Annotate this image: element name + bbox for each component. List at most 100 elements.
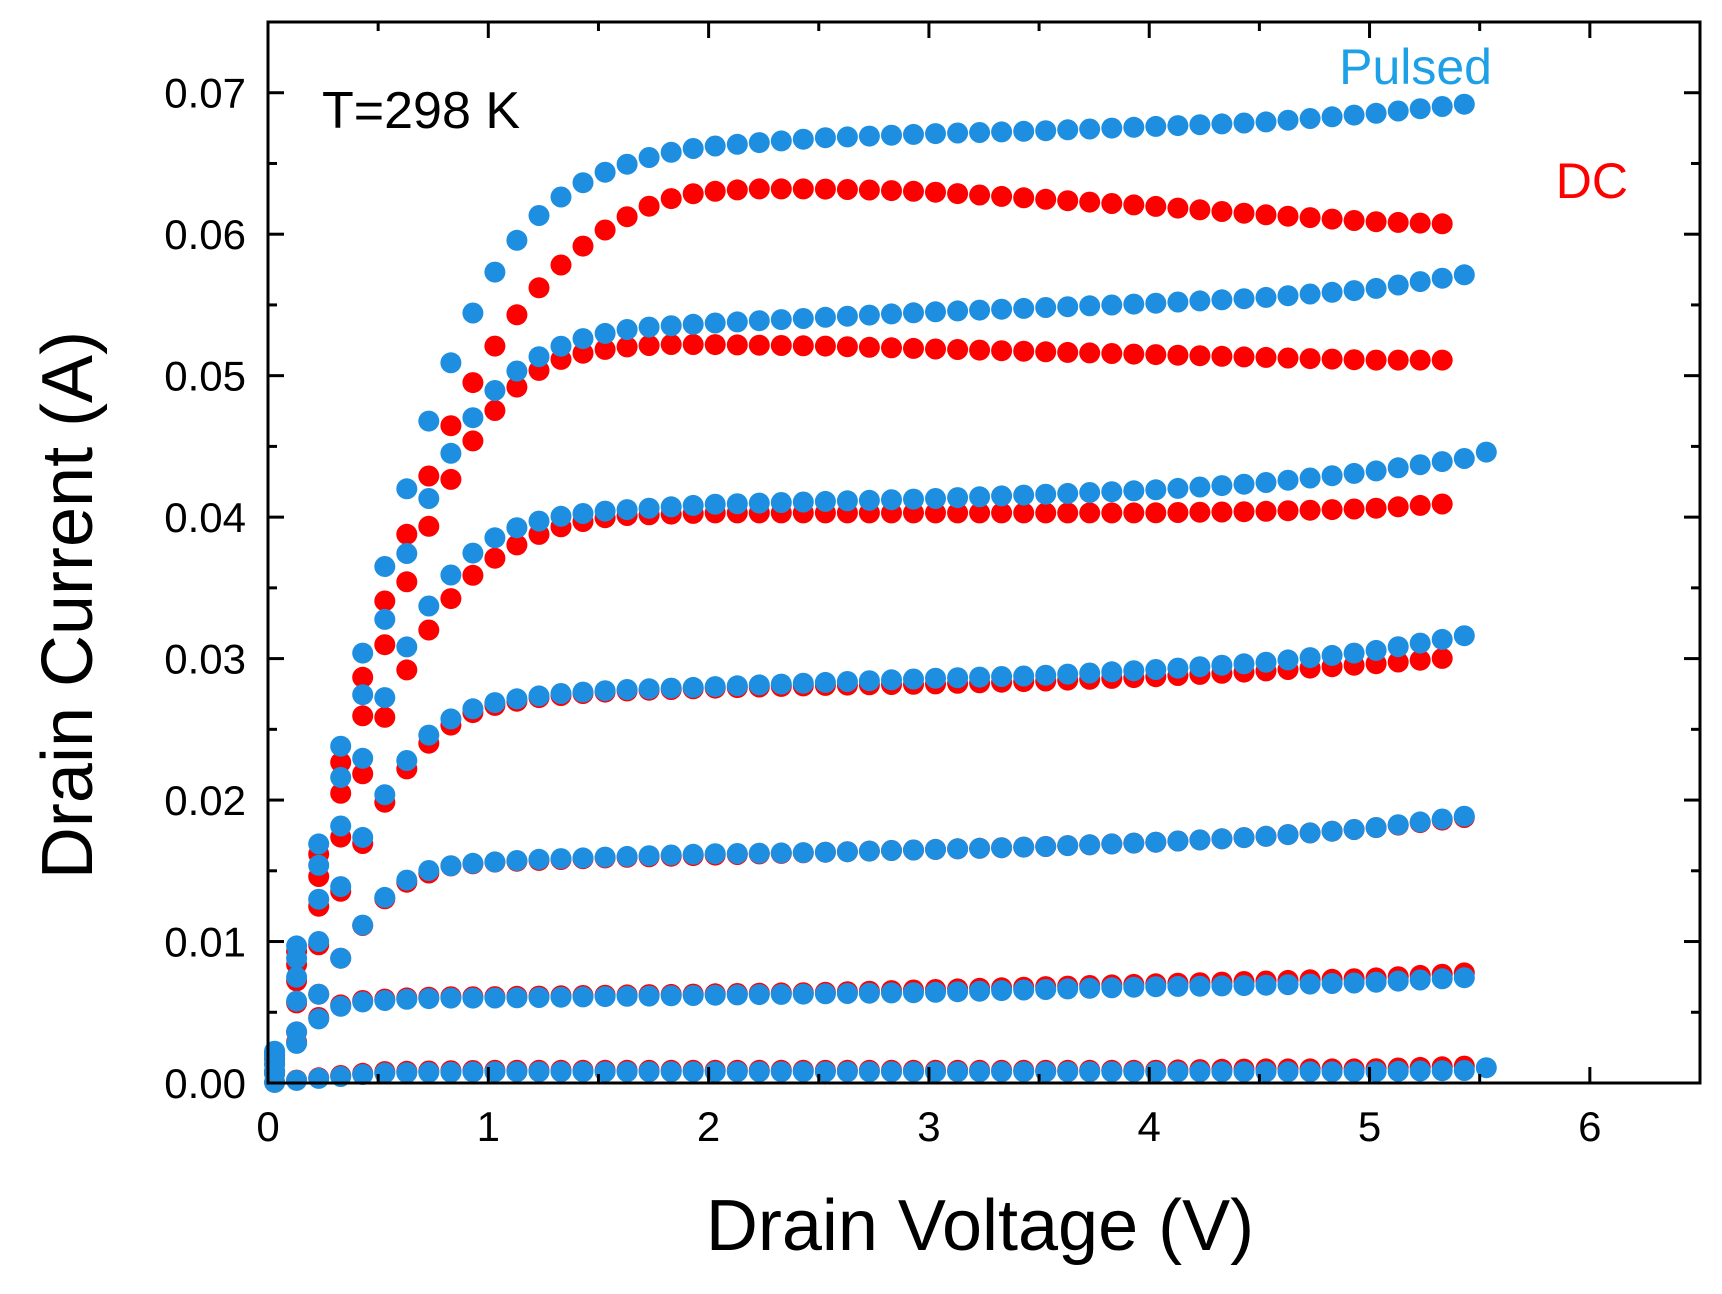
pulsed-point-curve-4 [881, 669, 902, 691]
pulsed-point-curve-5 [484, 851, 506, 873]
pulsed-point-curve-3 [1343, 462, 1365, 484]
dc-point-curve-1 [903, 180, 924, 202]
pulsed-point-curve-7 [1277, 1061, 1299, 1083]
x-tick-label: 5 [1358, 1103, 1381, 1150]
pulsed-point-curve-7 [1211, 1061, 1233, 1083]
dc-point-curve-3 [1233, 501, 1255, 523]
dc-point-curve-2 [572, 342, 594, 364]
pulsed-point-curve-1 [814, 127, 836, 149]
pulsed-point-curve-1 [1431, 96, 1453, 117]
pulsed-point-curve-7 [991, 1061, 1013, 1083]
pulsed-point-curve-1 [925, 123, 946, 145]
pulsed-point-curve-5 [726, 843, 748, 864]
dc-point-curve-1 [396, 523, 418, 545]
dc-point-curve-2 [1079, 342, 1101, 364]
pulsed-point-curve-4 [991, 666, 1013, 687]
dc-point-curve-2 [1101, 343, 1123, 364]
axis-ticks [266, 22, 1700, 1085]
pulsed-point-curve-1 [1035, 120, 1057, 142]
pulsed-point-curve-4 [1079, 662, 1101, 684]
pulsed-point-curve-2 [1343, 280, 1365, 302]
pulsed-point-curve-5 [704, 843, 726, 865]
pulsed-point-curve-7 [616, 1061, 638, 1083]
dc-point-curve-3 [1387, 496, 1409, 518]
pulsed-point-curve-1 [1409, 98, 1431, 120]
pulsed-point-curve-2 [1255, 286, 1277, 308]
pulsed-point-curve-4 [638, 678, 660, 700]
pulsed-point-curve-7 [396, 1062, 418, 1084]
pulsed-point-curve-3 [836, 490, 858, 512]
pulsed-point-curve-6 [352, 991, 374, 1013]
dc-point-curve-2 [770, 335, 792, 356]
pulsed-point-curve-2 [836, 305, 858, 327]
dc-point-curve-3 [1299, 499, 1321, 521]
pulsed-point-curve-3 [726, 493, 748, 515]
pulsed-point-curve-7 [1057, 1061, 1079, 1083]
pulsed-point-curve-6 [1453, 967, 1475, 989]
pulsed-point-curve-2 [1321, 281, 1343, 303]
pulsed-point-curve-5 [903, 839, 924, 861]
dc-point-curve-1 [1343, 210, 1365, 231]
pulsed-point-curve-3 [682, 494, 704, 516]
pulsed-point-curve-2 [330, 766, 352, 788]
pulsed-point-curve-6 [374, 990, 396, 1011]
pulsed-point-curve-2 [814, 306, 836, 328]
dc-point-curve-1 [1299, 207, 1321, 229]
pulsed-point-curve-6 [1387, 970, 1409, 992]
pulsed-point-curve-4 [836, 671, 858, 692]
dc-point-curve-2 [616, 336, 638, 358]
dc-point-curve-3 [1365, 497, 1387, 519]
pulsed-point-curve-4 [374, 784, 396, 806]
pulsed-point-curve-3 [638, 497, 660, 519]
dc-point-curve-1 [616, 206, 638, 228]
dc-point-curve-3 [440, 588, 462, 610]
pulsed-point-curve-6 [1123, 976, 1145, 998]
pulsed-point-curve-1 [770, 130, 792, 152]
pulsed-point-curve-3 [616, 499, 638, 521]
pulsed-point-curve-5 [550, 848, 572, 870]
dc-point-curve-2 [1277, 347, 1299, 369]
pulsed-point-curve-5 [528, 848, 550, 870]
pulsed-point-curve-2 [1167, 291, 1189, 313]
pulsed-point-curve-3 [1211, 475, 1233, 497]
pulsed-point-curve-4 [1453, 625, 1475, 647]
dc-point-curve-2 [1387, 349, 1409, 371]
pulsed-point-curve-5 [1431, 808, 1453, 830]
pulsed-point-curve-6 [506, 987, 528, 1009]
pulsed-point-curve-3 [1013, 484, 1035, 506]
pulsed-point-curve-3 [947, 487, 969, 509]
dc-point-curve-1 [1035, 188, 1057, 210]
pulsed-point-curve-5 [1101, 833, 1123, 855]
pulsed-point-curve-5 [396, 869, 418, 891]
dc-point-curve-1 [858, 179, 880, 201]
pulsed-point-curve-6 [440, 987, 462, 1009]
dc-point-curve-2 [1123, 343, 1145, 365]
pulsed-point-curve-3 [748, 492, 770, 514]
pulsed-point-curve-5 [1057, 835, 1079, 857]
pulsed-point-curve-5 [1123, 832, 1145, 854]
dc-point-curve-3 [396, 659, 418, 681]
pulsed-point-curve-5 [440, 855, 462, 877]
pulsed-point-curve-5 [352, 914, 374, 936]
dc-point-curve-2 [374, 634, 396, 656]
pulsed-point-curve-6 [1299, 973, 1321, 995]
pulsed-point-curve-2 [726, 311, 748, 333]
pulsed-point-curve-2 [1101, 294, 1123, 316]
pulsed-point-curve-2 [792, 308, 814, 329]
pulsed-point-curve-5 [638, 845, 660, 867]
pulsed-point-curve-3 [374, 687, 396, 709]
pulsed-point-curve-3 [903, 488, 924, 510]
dc-point-curve-1 [1277, 205, 1299, 227]
pulsed-point-curve-6 [792, 983, 814, 1005]
pulsed-point-curve-4 [506, 688, 528, 710]
temperature-annotation: T=298 K [322, 82, 520, 140]
dc-point-curve-1 [462, 372, 484, 394]
y-tick-label: 0.02 [164, 777, 246, 824]
pulsed-point-curve-3 [550, 505, 572, 527]
pulsed-point-curve-5 [991, 837, 1013, 859]
dc-point-curve-3 [418, 619, 440, 641]
pulsed-point-curve-3 [1387, 457, 1409, 479]
pulsed-point-curve-5 [1365, 817, 1387, 838]
pulsed-point-curve-5 [969, 837, 991, 859]
pulsed-point-curve-1 [1343, 104, 1365, 126]
